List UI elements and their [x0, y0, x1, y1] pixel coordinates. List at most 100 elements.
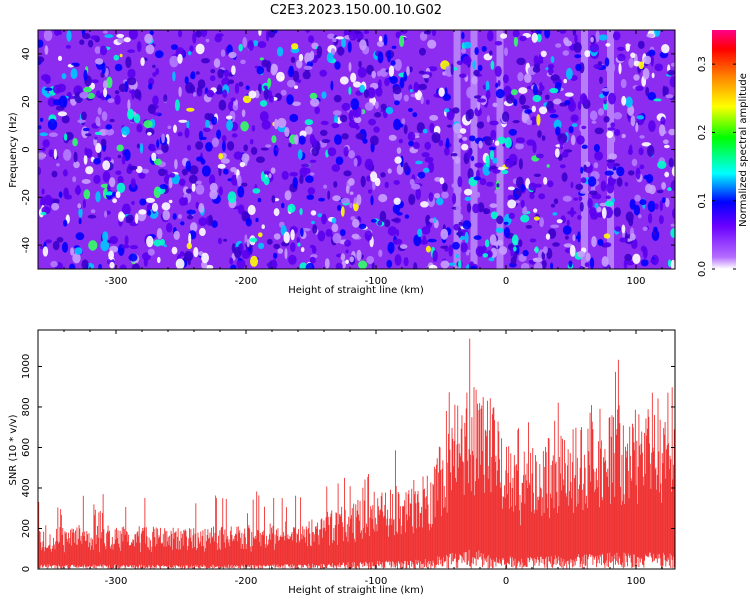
heatmap-cell — [140, 57, 145, 66]
snr-y-tick-label: 600 — [21, 438, 32, 457]
heatmap-cell — [237, 257, 242, 261]
heatmap-y-tick-label: -20 — [21, 189, 32, 205]
heatmap-cell — [297, 242, 301, 247]
heatmap-cell — [135, 166, 143, 174]
heatmap-cell — [257, 197, 262, 203]
heatmap-cell — [433, 193, 441, 199]
heatmap-cell — [422, 235, 427, 245]
heatmap-cell — [536, 33, 542, 43]
heatmap-cell — [358, 260, 368, 269]
heatmap-cell — [455, 206, 462, 211]
heatmap-cell — [378, 79, 382, 90]
heatmap-cell — [379, 68, 389, 77]
heatmap-cell — [205, 142, 213, 152]
heatmap-cell — [147, 104, 156, 115]
heatmap-cell — [245, 217, 252, 227]
heatmap-cell — [48, 149, 54, 158]
heatmap-cell — [321, 91, 327, 99]
heatmap-cell — [299, 174, 304, 184]
heatmap-cell — [461, 143, 469, 151]
heatmap-cell — [364, 102, 374, 111]
heatmap-cell — [526, 139, 536, 146]
heatmap-cell — [310, 210, 317, 216]
heatmap-cell — [490, 60, 495, 70]
heatmap-cell — [280, 89, 287, 96]
heatmap-cell — [286, 79, 296, 88]
heatmap-cell — [556, 219, 563, 224]
heatmap-cell — [604, 57, 610, 67]
heatmap-cell — [188, 174, 198, 184]
heatmap-cell — [90, 35, 99, 40]
heatmap-cell — [646, 174, 654, 184]
heatmap-cell — [546, 164, 550, 168]
heatmap-cell — [186, 107, 195, 112]
heatmap-cell — [450, 153, 458, 157]
heatmap-cell — [392, 86, 402, 95]
heatmap-cell — [184, 76, 189, 85]
heatmap-cell — [223, 238, 228, 242]
heatmap-cell — [114, 63, 123, 72]
heatmap-cell — [117, 154, 122, 159]
heatmap-cell — [87, 39, 94, 48]
heatmap-cell — [51, 202, 60, 211]
heatmap-cell — [91, 79, 99, 84]
heatmap-cell — [174, 159, 178, 170]
snr-x-tick-label: -300 — [105, 576, 128, 587]
heatmap-cell — [334, 134, 342, 145]
heatmap-cell — [268, 173, 272, 179]
heatmap-cell — [331, 217, 337, 224]
heatmap-cell — [296, 237, 300, 243]
heatmap-cell — [139, 198, 147, 206]
snr-series — [38, 338, 675, 569]
heatmap-cell — [355, 132, 365, 140]
heatmap-cell — [559, 138, 564, 150]
heatmap-cell — [289, 113, 299, 123]
heatmap-cell — [601, 87, 611, 92]
heatmap-cell — [327, 147, 337, 157]
heatmap-cell — [136, 143, 140, 149]
heatmap-cell — [209, 75, 216, 82]
heatmap-cell — [490, 129, 497, 141]
heatmap-cell — [548, 66, 554, 76]
heatmap-cell — [550, 74, 560, 81]
heatmap-cell — [516, 57, 526, 66]
heatmap-cell — [616, 46, 625, 52]
heatmap-cell — [589, 207, 597, 217]
heatmap-x-tick-label: -200 — [235, 276, 258, 287]
heatmap-cell — [492, 157, 498, 164]
heatmap-cell — [287, 203, 296, 213]
heatmap-cell — [518, 239, 523, 248]
heatmap-cell — [661, 44, 670, 54]
heatmap-cell — [489, 149, 495, 160]
heatmap-cell — [156, 228, 163, 240]
heatmap-cell — [378, 194, 388, 203]
heatmap-cell — [531, 105, 536, 113]
heatmap-cell — [121, 203, 131, 216]
heatmap-cell — [533, 216, 540, 221]
heatmap-cell — [298, 53, 304, 62]
heatmap-cell — [97, 107, 102, 115]
heatmap-cell — [169, 172, 176, 178]
heatmap-cell — [431, 132, 441, 144]
heatmap-cell — [567, 210, 577, 215]
heatmap-cell — [587, 176, 597, 187]
heatmap-cell — [501, 169, 509, 175]
heatmap-cell — [214, 34, 222, 43]
heatmap-cell — [85, 133, 92, 137]
heatmap-cell — [368, 189, 373, 194]
heatmap-cell — [393, 238, 403, 245]
heatmap-cell — [489, 50, 493, 56]
heatmap-cell — [249, 138, 254, 145]
heatmap-cell — [466, 150, 472, 159]
heatmap-cell — [288, 254, 297, 265]
heatmap-cell — [288, 65, 295, 78]
heatmap-cell — [223, 168, 229, 175]
heatmap-cell — [570, 134, 576, 146]
heatmap-cell — [648, 213, 653, 224]
heatmap-cell — [571, 123, 578, 127]
heatmap-cell — [263, 170, 270, 175]
heatmap-cell — [440, 245, 448, 249]
heatmap-cell — [495, 227, 504, 233]
heatmap-cell — [630, 52, 636, 59]
heatmap-y-axis-label: Frequency (Hz) — [8, 112, 19, 188]
